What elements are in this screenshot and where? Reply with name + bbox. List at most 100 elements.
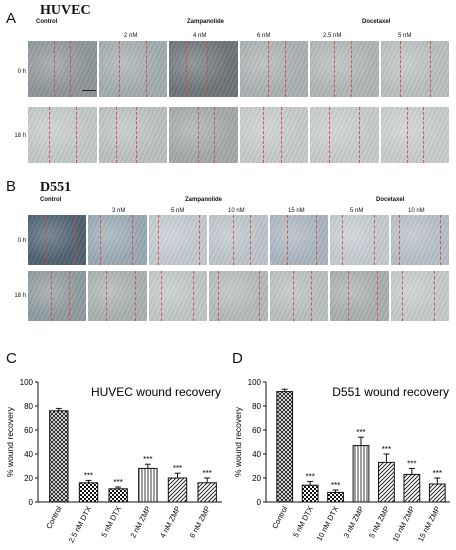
wound-edge-line: [310, 271, 312, 321]
micrograph-image: [97, 106, 168, 164]
wound-edge-line: [351, 41, 353, 97]
bar: [276, 391, 294, 503]
micrograph-image: [208, 214, 269, 266]
bar: [327, 491, 344, 503]
micrograph-image: [268, 270, 330, 322]
panel-a-conc-label: 2 nM: [124, 33, 138, 39]
panel-letter-c: C: [6, 350, 17, 367]
bar: [352, 445, 370, 503]
panel-a-header-docetaxel: Docetaxel: [362, 19, 391, 25]
y-tick-label: 100: [20, 378, 34, 387]
panel-a-row-label: 18 h: [14, 133, 26, 139]
category-label: Control: [270, 504, 289, 530]
panel-a-header-control: Control: [36, 19, 58, 25]
significance-label: ***: [84, 471, 93, 480]
panel-b-conc-label: 10 nM: [408, 208, 425, 214]
scale-bar: [82, 90, 96, 91]
wound-edge-line: [70, 41, 72, 97]
category-label: 5 nM DTX: [291, 505, 315, 539]
category-label: 5 nM DTX: [99, 505, 123, 539]
wound-edge-line: [406, 107, 408, 163]
panel-b-row-label: 18 h: [14, 293, 26, 299]
category-label: 10 nM ZMP: [390, 505, 416, 543]
significance-label: ***: [356, 428, 365, 437]
wound-edge-line: [422, 107, 424, 163]
category-label: 2 nM ZMP: [128, 505, 152, 540]
micrograph-image: [238, 106, 309, 164]
y-tick-label: 80: [252, 402, 261, 411]
panel-b-conc-label: 15 nM: [288, 208, 305, 214]
chart-title: HUVEC wound recovery: [91, 385, 221, 399]
chart-title: D551 wound recovery: [332, 385, 449, 399]
significance-label: ***: [143, 455, 152, 464]
wound-edge-line: [119, 41, 121, 97]
bar: [301, 484, 319, 503]
y-tick-label: 20: [24, 474, 33, 483]
micrograph-image: [27, 106, 98, 164]
panel-b-conc-label: 5 nM: [350, 208, 364, 214]
wound-edge-line: [48, 107, 50, 163]
wound-edge-line: [399, 215, 401, 265]
significance-label: ***: [305, 473, 314, 482]
wound-edge-line: [284, 41, 286, 97]
panel-b-conc-label: 10 nM: [228, 208, 245, 214]
bar: [403, 473, 421, 503]
panel-b-header-docetaxel: Docetaxel: [376, 197, 405, 203]
wound-edge-line: [68, 271, 70, 321]
significance-label: ***: [173, 464, 182, 473]
wound-edge-line: [399, 41, 401, 97]
significance-label: ***: [382, 445, 391, 454]
wound-edge-line: [293, 271, 295, 321]
wound-edge-line: [359, 107, 361, 163]
wound-edge-line: [287, 215, 289, 265]
category-label: 2.5 nM DTX: [67, 505, 94, 545]
panel-a-conc-label: 4 nM: [193, 33, 207, 39]
wound-edge-line: [347, 271, 349, 321]
wound-edge-line: [206, 41, 208, 97]
panel-a-header-zampanolide: Zampanolide: [187, 19, 225, 25]
wound-edge-line: [45, 215, 47, 265]
wound-edge-line: [54, 41, 56, 97]
panel-a-row-label: 0 h: [17, 69, 26, 75]
y-axis-label: % wound recovery: [5, 406, 15, 477]
panel-b-header-control: Control: [40, 197, 62, 203]
y-tick-label: 60: [252, 426, 261, 435]
wound-edge-line: [316, 215, 318, 265]
wound-edge-line: [258, 271, 260, 321]
wound-edge-line: [198, 215, 200, 265]
significance-label: ***: [407, 459, 416, 468]
wound-edge-line: [214, 107, 216, 163]
bar: [197, 482, 217, 503]
wound-edge-line: [157, 215, 159, 265]
wound-edge-line: [402, 271, 404, 321]
category-label: 6 nM ZMP: [188, 505, 212, 540]
micrograph-image: [168, 40, 239, 98]
panel-b-row-label: 0 h: [17, 238, 26, 244]
bar: [78, 482, 99, 503]
y-tick-label: 0: [29, 498, 34, 507]
micrograph-image: [329, 270, 390, 322]
significance-label: ***: [113, 478, 122, 487]
wound-edge-line: [51, 271, 53, 321]
bar: [49, 410, 69, 503]
micrograph-image: [309, 106, 380, 164]
micrograph-image: [27, 214, 88, 266]
micrograph-image: [147, 214, 209, 266]
bar: [378, 461, 395, 503]
micrograph-image: [168, 106, 239, 164]
wound-edge-line: [75, 107, 77, 163]
wound-edge-line: [100, 215, 102, 265]
micrograph-image: [97, 40, 168, 98]
bar: [108, 488, 128, 503]
y-axis-label: % wound recovery: [233, 406, 243, 477]
wound-edge-line: [268, 41, 270, 97]
significance-label: ***: [433, 469, 442, 478]
panel-a-conc-label: 2.5 nM: [323, 33, 342, 39]
micrograph-image: [389, 214, 450, 266]
panel-a-conc-label: 6 nM: [257, 33, 271, 39]
micrograph-image: [309, 40, 380, 98]
significance-label: ***: [331, 481, 340, 490]
micrograph-image: [208, 270, 269, 322]
bar: [428, 483, 446, 503]
panel-letter-b: B: [6, 178, 17, 195]
